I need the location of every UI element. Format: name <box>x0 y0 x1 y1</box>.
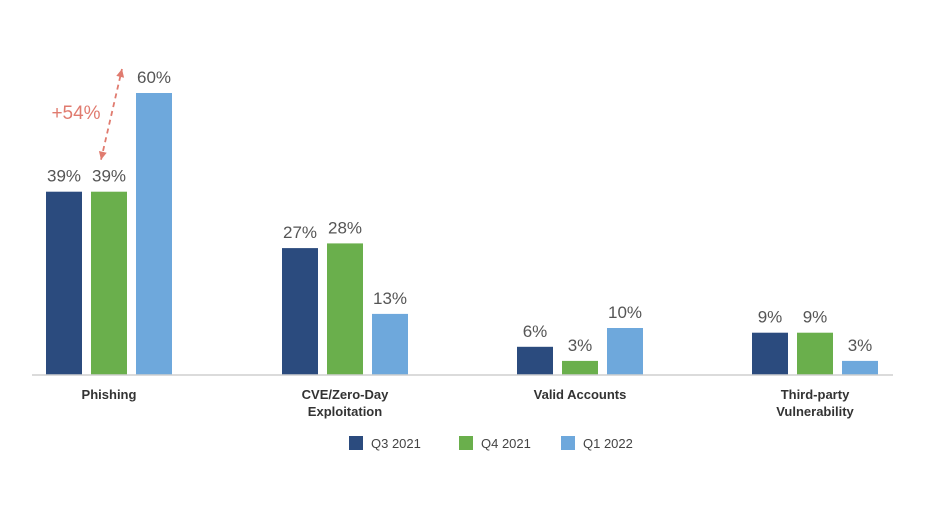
data-label: 27% <box>283 223 317 242</box>
category-label: Phishing <box>82 387 137 402</box>
legend-swatch <box>561 436 575 450</box>
bars-group <box>46 93 878 375</box>
bar <box>282 248 318 375</box>
data-label: 3% <box>568 336 593 355</box>
data-label: 13% <box>373 289 407 308</box>
category-label: Valid Accounts <box>534 387 627 402</box>
data-label: 60% <box>137 68 171 87</box>
bar <box>607 328 643 375</box>
category-label: Exploitation <box>308 404 382 419</box>
data-label: 39% <box>92 167 126 186</box>
data-label: 10% <box>608 303 642 322</box>
legend: Q3 2021 Q4 2021 Q1 2022 <box>349 436 633 451</box>
legend-label: Q3 2021 <box>371 436 421 451</box>
data-label: 6% <box>523 322 548 341</box>
category-label: CVE/Zero-Day <box>302 387 389 402</box>
bar <box>91 191 127 375</box>
bar <box>842 360 878 375</box>
annotation-label: +54% <box>51 103 100 124</box>
bar <box>372 313 408 375</box>
category-label: Third-party <box>781 387 850 402</box>
category-label: Vulnerability <box>776 404 854 419</box>
data-label: 3% <box>848 336 873 355</box>
data-label: 9% <box>758 308 783 327</box>
bar <box>752 332 788 375</box>
bar <box>327 243 363 375</box>
value-labels-group: 39% 27% 6% 9% 39% 28% 3% 9% 60% 13% 10% 3% <box>47 68 872 355</box>
legend-swatch <box>349 436 363 450</box>
annotation-arrowhead-up <box>116 69 125 78</box>
data-label: 28% <box>328 218 362 237</box>
legend-label: Q4 2021 <box>481 436 531 451</box>
legend-label: Q1 2022 <box>583 436 633 451</box>
change-annotation: +54% <box>51 68 125 160</box>
data-label: 9% <box>803 308 828 327</box>
bar <box>797 332 833 375</box>
legend-swatch <box>459 436 473 450</box>
category-labels-group: Phishing CVE/Zero-Day Exploitation Valid Ac… <box>82 387 855 419</box>
data-label: 39% <box>47 167 81 186</box>
annotation-arrow-line <box>100 68 123 160</box>
bar <box>517 346 553 375</box>
bar <box>136 93 172 375</box>
bar <box>562 360 598 375</box>
bar <box>46 191 82 375</box>
annotation-arrowhead-down <box>98 151 107 160</box>
